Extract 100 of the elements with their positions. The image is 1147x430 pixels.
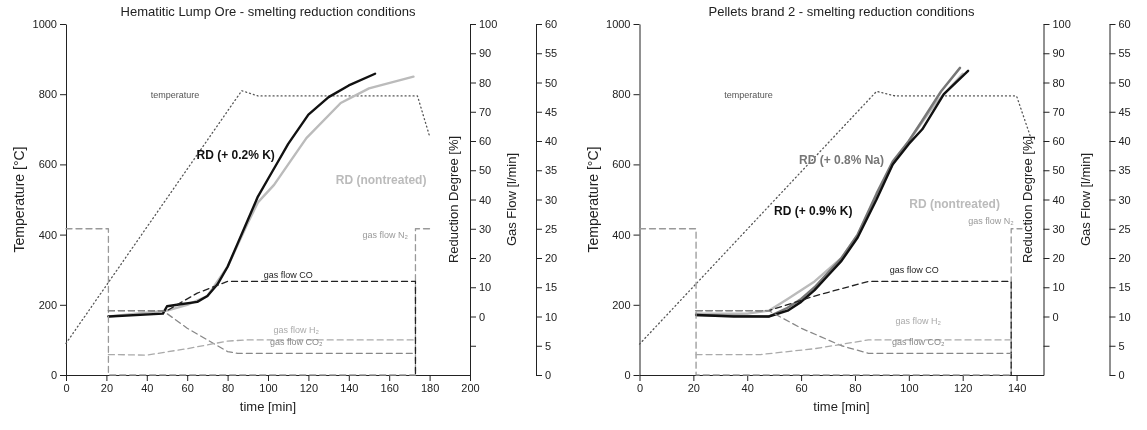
x-axis-title: time [min]: [813, 399, 870, 414]
y-tick-label: 400: [38, 228, 57, 241]
y2-tick-label: 0: [479, 310, 486, 323]
y2-tick-label: 0: [1052, 310, 1059, 323]
x-tick-label: 100: [900, 381, 919, 394]
series-label: gas flow CO₂: [892, 337, 946, 348]
line-series: [65, 90, 431, 345]
x-tick-label: 180: [420, 381, 440, 394]
y2-tick-label: 10: [479, 281, 492, 294]
x-tick-label: 120: [299, 381, 319, 394]
y3-axis-title: Gas Flow [l/min]: [504, 152, 519, 247]
y3-tick-label: 55: [1118, 47, 1131, 60]
y2-tick-label: 90: [1052, 47, 1065, 60]
y2-tick-label: 100: [479, 18, 498, 31]
x-tick-label: 140: [340, 381, 359, 394]
y2-tick-label: 40: [1052, 193, 1065, 206]
y-tick-label: 600: [612, 158, 631, 171]
y2-tick-label: 30: [1052, 222, 1065, 235]
y3-tick-label: 45: [545, 105, 558, 118]
y3-tick-label: 25: [545, 222, 558, 235]
x-tick-label: 0: [636, 381, 644, 394]
y3-tick-label: 15: [545, 281, 558, 294]
x-tick-label: 20: [687, 381, 700, 394]
x-tick-label: 120: [954, 381, 973, 394]
chart-title: Pellets brand 2 - smelting reduction conditions: [708, 4, 975, 19]
text: RD (nontreated): [335, 172, 427, 187]
y2-tick-label: 60: [479, 135, 492, 148]
y3-tick-label: 10: [545, 310, 558, 323]
y3-tick-label: 25: [1118, 222, 1131, 235]
x-tick-label: 80: [849, 381, 862, 394]
x-tick-label: 40: [141, 381, 154, 394]
y-tick-label: 0: [624, 369, 631, 382]
x-axis-title: time [min]: [239, 399, 297, 414]
y2-tick-label: 40: [479, 193, 492, 206]
y3-tick-label: 60: [545, 18, 558, 31]
y2-tick-label: 80: [1052, 76, 1065, 89]
y2-tick-label: 50: [479, 164, 492, 177]
y2-tick-label: 60: [1052, 135, 1065, 148]
x-tick-label: 160: [380, 381, 399, 394]
y3-tick-label: 40: [545, 135, 558, 148]
text: RD (nontreated): [909, 197, 1000, 212]
series-label: gas flow N₂: [968, 216, 1015, 227]
y-tick-label: 600: [38, 158, 57, 171]
y2-tick-label: 90: [479, 47, 492, 60]
y-tick-label: 200: [38, 298, 57, 311]
series-label: gas flow CO₂: [270, 337, 324, 348]
y-tick-label: 0: [50, 369, 57, 382]
y3-tick-label: 10: [1118, 310, 1131, 323]
line-series: [107, 339, 417, 356]
y-axis-title: Temperature [°C]: [11, 146, 27, 253]
series-label: gas flow CO: [263, 270, 313, 281]
y-tick-label: 1000: [606, 18, 631, 31]
series-label: gas flow H₂: [895, 316, 942, 327]
y3-tick-label: 20: [545, 252, 558, 265]
x-tick-label: 200: [461, 381, 480, 394]
x-tick-label: 100: [259, 381, 278, 394]
x-tick-label: 0: [63, 381, 70, 394]
line-series: [638, 90, 1034, 345]
y3-tick-label: 50: [545, 76, 558, 89]
y3-tick-label: 30: [1118, 193, 1131, 206]
y3-tick-label: 40: [1118, 135, 1131, 148]
series-label: gas flow N₂: [362, 230, 409, 241]
y2-tick-label: 50: [1052, 164, 1065, 177]
y2-tick-label: 70: [479, 105, 492, 118]
y3-tick-label: 0: [545, 369, 552, 382]
y3-axis-title: Gas Flow [l/min]: [1077, 152, 1093, 247]
y3-tick-label: 45: [1118, 105, 1131, 118]
series-label: RD (+ 0.8% Na): [798, 153, 885, 168]
y-tick-label: 800: [612, 88, 631, 101]
y2-tick-label: 20: [479, 252, 492, 265]
y3-tick-label: 30: [545, 193, 558, 206]
chart-title: Hematitic Lump Ore - smelting reduction conditions: [120, 4, 416, 19]
y3-tick-label: 60: [1118, 18, 1131, 31]
y3-tick-label: 5: [545, 339, 552, 352]
y2-tick-label: 80: [479, 76, 492, 89]
y-tick-label: 400: [612, 228, 631, 241]
y-tick-label: 1000: [32, 18, 57, 31]
y2-tick-label: 20: [1052, 252, 1065, 265]
y-tick-label: 200: [612, 298, 631, 311]
y2-tick-label: 100: [1052, 18, 1071, 31]
y2-tick-label: 70: [1052, 105, 1065, 118]
series-label: RD (+ 0.2% K): [196, 148, 275, 163]
y3-tick-label: 35: [545, 164, 558, 177]
line-series: [695, 310, 1012, 355]
y3-tick-label: 35: [1118, 164, 1131, 177]
y2-tick-label: 10: [1052, 281, 1065, 294]
y2-axis-title: Reduction Degree [%]: [446, 135, 461, 264]
x-tick-label: 60: [181, 381, 194, 394]
y-tick-label: 800: [38, 88, 57, 101]
x-tick-label: 140: [1007, 381, 1027, 394]
y3-tick-label: 5: [1118, 339, 1125, 352]
y2-axis-title: Reduction Degree [%]: [1019, 135, 1035, 264]
y3-tick-label: 20: [1118, 252, 1131, 265]
series-label: gas flow H₂: [273, 324, 320, 335]
series-label: RD (+ 0.9% K): [774, 204, 853, 219]
x-tick-label: 80: [221, 381, 235, 394]
y2-tick-label: 30: [479, 222, 492, 235]
x-tick-label: 40: [741, 381, 754, 394]
text: temperature: [724, 89, 773, 100]
y3-tick-label: 50: [1118, 76, 1131, 89]
